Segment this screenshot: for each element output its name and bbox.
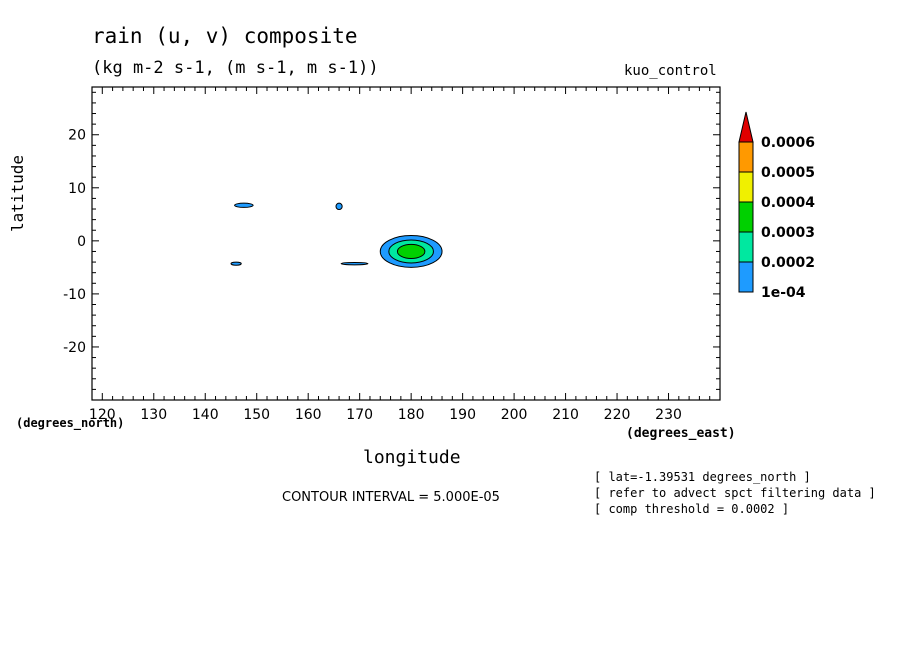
colorbar-segment	[738, 141, 754, 173]
chart-subtitle: (kg m-2 s-1, (m s-1, m s-1))	[92, 58, 379, 78]
colorbar-label: 1e-04	[761, 285, 806, 301]
x-tick-label: 120	[89, 407, 116, 423]
colorbar-label: 0.0005	[761, 165, 815, 181]
x-axis-label: longitude	[363, 447, 461, 468]
x-tick-label: 210	[552, 407, 579, 423]
x-tick-label: 200	[501, 407, 528, 423]
colorbar-extend-arrow	[738, 111, 754, 143]
x-tick-label: 160	[295, 407, 322, 423]
contour-small_146_m4-level-1	[230, 261, 242, 266]
x-tick-label: 230	[655, 407, 682, 423]
contour-main_blob-level-3	[396, 243, 426, 260]
x-tick-label: 180	[398, 407, 425, 423]
colorbar-segment	[738, 231, 754, 263]
plot-frame	[91, 86, 721, 401]
x-tick-label: 220	[604, 407, 631, 423]
y-tick-label: 0	[77, 234, 86, 250]
contour-small_147_7-level-1	[234, 202, 254, 208]
note-latitude: [ lat=-1.39531 degrees_north ]	[594, 470, 811, 484]
y-tick-label: 10	[68, 181, 86, 197]
chart-title: rain (u, v) composite	[92, 24, 358, 48]
colorbar-segment	[738, 201, 754, 233]
x-tick-label: 140	[192, 407, 219, 423]
colorbar-label: 0.0006	[761, 135, 815, 151]
colorbar-label: 0.0004	[761, 195, 815, 211]
colorbar-label: 0.0002	[761, 255, 815, 271]
colorbar-segment	[738, 261, 754, 293]
x-tick-label: 150	[243, 407, 270, 423]
colorbar-label: 0.0003	[761, 225, 815, 241]
note-filtering: [ refer to advect spct filtering data ]	[594, 486, 876, 500]
contour-interval-note: CONTOUR INTERVAL = 5.000E-05	[282, 490, 500, 505]
y-tick-label: -10	[63, 287, 86, 303]
note-threshold: [ comp threshold = 0.0002 ]	[594, 502, 790, 516]
x-axis-units: (degrees_east)	[626, 426, 736, 441]
contour-line_169_m4-level-1	[340, 261, 369, 266]
colorbar-segment	[738, 171, 754, 203]
plot-area: 120 130 140 150 160 170 180 190 200 210 220 230 20 10…	[63, 86, 721, 423]
dataset-label: kuo_control	[624, 63, 717, 79]
y-axis-units: (degrees_north)	[16, 416, 125, 430]
x-tick-label: 190	[449, 407, 476, 423]
x-tick-label: 130	[140, 407, 167, 423]
colorbar: 0.0006 0.0005 0.0004 0.0003 0.0002 1e-04	[738, 111, 815, 301]
contour-small_166_7-level-1	[335, 202, 343, 211]
y-tick-label: 20	[68, 128, 86, 144]
x-tick-label: 170	[346, 407, 373, 423]
y-tick-label: -20	[63, 340, 86, 356]
